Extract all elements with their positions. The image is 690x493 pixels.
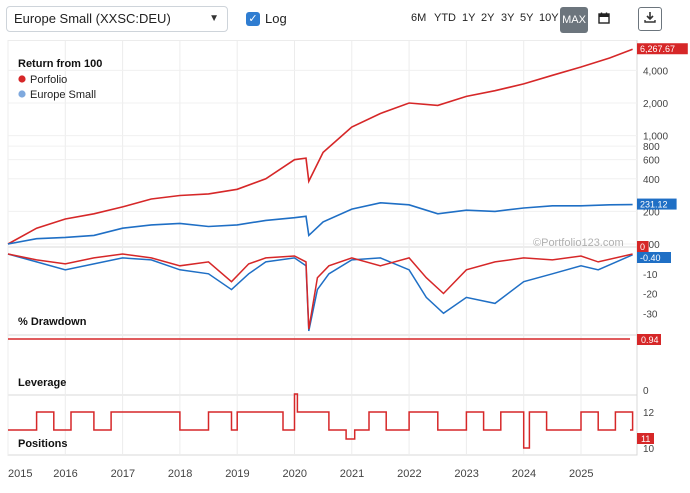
legend-europe-small-label: Europe Small xyxy=(30,89,96,101)
badge-box xyxy=(637,252,671,263)
log-checkbox-label: Log xyxy=(265,11,287,26)
drawdown-series-line xyxy=(7,253,633,332)
return-y-tick: 2,000 xyxy=(643,99,668,110)
return-y-tick: 200 xyxy=(643,207,660,218)
positions-step-line xyxy=(8,393,634,449)
return-panel-title: Return from 100 xyxy=(18,58,102,70)
download-icon xyxy=(644,12,656,26)
badge-box xyxy=(637,198,677,210)
year-label: 2020 xyxy=(283,468,307,480)
return-panel-frame xyxy=(7,40,638,248)
year-label: 2019 xyxy=(225,468,249,480)
drawdown-last-badge: -0.40 xyxy=(637,252,671,263)
drawdown-last-badge: 0 xyxy=(637,241,649,252)
series-line xyxy=(7,48,633,245)
drawdown-panel-frame xyxy=(7,246,638,336)
return-y-tick: 4,000 xyxy=(643,66,668,77)
return-y-tick: 400 xyxy=(643,175,660,186)
year-label: 2021 xyxy=(340,468,364,480)
series-line xyxy=(7,201,633,245)
return-y-tick: 100 xyxy=(643,240,660,251)
chevron-down-icon: ▼ xyxy=(209,13,219,24)
drawdown-y-tick: -10 xyxy=(643,270,658,281)
range-5y-button[interactable]: 5Y xyxy=(520,12,534,24)
range-1y-button[interactable]: 1Y xyxy=(462,12,476,24)
return-y-tick: 800 xyxy=(643,142,660,153)
last-value-badge: 231.12 xyxy=(637,198,677,210)
leverage-last-badge: 0.94 xyxy=(637,334,661,345)
year-label: 2023 xyxy=(454,468,478,480)
badge-text: 6,267.67 xyxy=(640,44,675,54)
range-6m-button[interactable]: 6M xyxy=(411,12,427,24)
badge-box xyxy=(637,241,649,252)
range-max-button[interactable]: MAX xyxy=(560,7,588,33)
legend-europe-small-swatch xyxy=(18,90,26,98)
calendar-icon[interactable] xyxy=(598,12,610,27)
year-label: 2024 xyxy=(512,468,536,480)
benchmark-select-value: Europe Small (XXSC:DEU) xyxy=(14,11,171,26)
value-gridlines xyxy=(8,69,637,245)
badge-text: 231.12 xyxy=(640,200,668,210)
drawdown-last-value-badges: 0-0.40 xyxy=(637,241,671,263)
last-value-badge: 6,267.67 xyxy=(637,43,688,55)
positions-last-value: 11 xyxy=(641,434,650,444)
x-axis-year-labels: 2015 2016 2017 2018 2019 2020 2021 2022 2023 2024… xyxy=(8,468,593,480)
drawdown-series-line xyxy=(7,253,633,330)
positions-panel-frame xyxy=(7,394,638,456)
log-checkbox[interactable]: ✓ xyxy=(246,12,260,26)
download-button[interactable] xyxy=(638,7,662,31)
range-2y-button[interactable]: 2Y xyxy=(481,12,495,24)
leverage-tick-0: 0 xyxy=(643,386,649,397)
return-last-value-badges: 6,267.67 231.12 xyxy=(637,43,688,210)
leverage-last-value: 0.94 xyxy=(641,335,659,345)
positions-line xyxy=(8,393,634,449)
year-label: 2025 xyxy=(569,468,593,480)
year-gridlines xyxy=(7,40,582,455)
return-y-tick: 600 xyxy=(643,156,660,167)
positions-y-tick: 12 xyxy=(643,408,655,419)
range-ytd-button[interactable]: YTD xyxy=(434,12,456,24)
year-label: 2016 xyxy=(53,468,77,480)
year-label: 2018 xyxy=(168,468,192,480)
return-y-tick: 1,000 xyxy=(643,132,668,143)
return-lines xyxy=(7,48,633,245)
drawdown-panel-title: % Drawdown xyxy=(18,316,87,328)
badge-box xyxy=(637,43,688,55)
leverage-panel-title: Leverage xyxy=(18,377,66,389)
drawdown-lines xyxy=(7,253,633,332)
drawdown-y-tick: -20 xyxy=(643,290,658,301)
badge-text: -0.40 xyxy=(640,253,661,263)
legend-porfolio-swatch xyxy=(18,75,26,83)
positions-panel-title: Positions xyxy=(18,438,68,450)
year-label: 2015 xyxy=(8,468,32,480)
benchmark-select[interactable]: Europe Small (XXSC:DEU) ▼ xyxy=(6,6,228,32)
positions-y-tick: 10 xyxy=(643,444,655,455)
performance-chart: Return from 100 Porfolio Europe Small ©P… xyxy=(7,40,688,480)
year-label: 2017 xyxy=(111,468,135,480)
badge-text: 0 xyxy=(640,242,645,252)
positions-y-ticks: 12 10 xyxy=(643,408,655,455)
legend-porfolio-label: Porfolio xyxy=(30,74,67,86)
positions-last-badge: 11 xyxy=(637,433,654,444)
chart-toolbar: Europe Small (XXSC:DEU) ▼ ✓ Log 6M YTD 1… xyxy=(0,0,690,40)
range-3y-button[interactable]: 3Y xyxy=(501,12,515,24)
watermark: ©Portfolio123.com xyxy=(533,237,624,249)
year-label: 2022 xyxy=(397,468,421,480)
drawdown-y-tick: -30 xyxy=(643,309,658,320)
leverage-panel-frame xyxy=(7,334,638,396)
range-10y-button[interactable]: 10Y xyxy=(539,12,559,24)
